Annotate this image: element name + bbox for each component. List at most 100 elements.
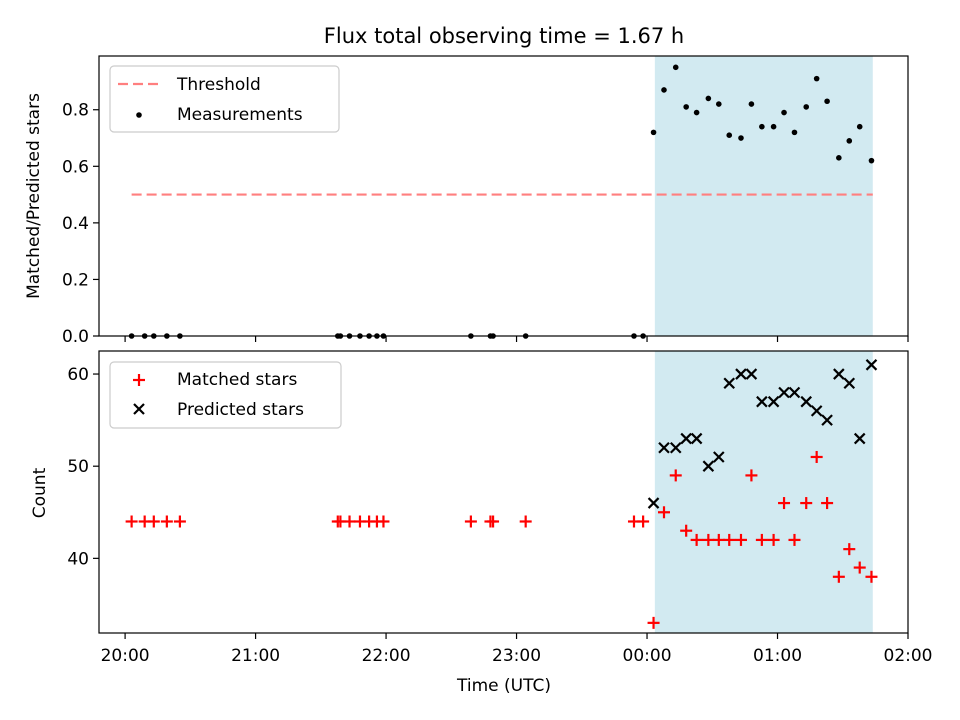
matched-star-point — [832, 570, 845, 583]
matched-star-point — [734, 533, 747, 546]
predicted-star-point — [821, 414, 833, 426]
matched-star-point — [464, 515, 477, 528]
predicted-star-point — [800, 395, 813, 408]
top-legend-box — [109, 65, 340, 133]
observing-window-shade-bottom — [654, 351, 873, 633]
top-legend: Threshold Measurements — [109, 65, 340, 133]
measurement-point — [705, 95, 712, 102]
measurement-point — [824, 98, 830, 105]
x-tick-label: 00:00 — [623, 646, 672, 666]
x-tick-label: 21:00 — [231, 646, 280, 666]
legend-measurements-swatch — [136, 112, 142, 118]
matched-star-point — [669, 469, 682, 482]
x-tick-label: 22:00 — [362, 646, 411, 666]
measurement-point — [693, 109, 700, 116]
matched-star-point — [647, 616, 660, 629]
legend-measurements-label: Measurements — [177, 105, 303, 125]
x-tick-label: 20:00 — [101, 646, 150, 666]
legend-matched-swatch — [133, 374, 145, 386]
matched-star-point — [778, 497, 791, 510]
measurement-point — [759, 123, 765, 130]
bottom-legend-box — [109, 361, 342, 429]
legend-predicted-swatch — [133, 403, 145, 415]
matched-star-point — [147, 515, 160, 528]
y-tick-label: 0.8 — [62, 101, 89, 121]
predicted-star-point — [713, 451, 725, 463]
y-tick-label: 0.2 — [62, 270, 89, 290]
matched-star-point — [702, 533, 715, 546]
bottom-y-axis: 40 50 60 — [67, 365, 99, 569]
y-tick-label: 50 — [67, 457, 89, 477]
matched-star-point — [487, 515, 500, 528]
predicted-stars-points — [647, 359, 878, 509]
measurement-point — [791, 129, 798, 136]
x-tick-label: 02:00 — [884, 646, 933, 666]
matched-star-point — [160, 515, 173, 528]
matched-star-point — [755, 533, 768, 546]
measurement-point — [650, 129, 657, 136]
matched-star-point — [519, 515, 532, 528]
x-tick-label: 01:00 — [753, 646, 802, 666]
predicted-star-point — [680, 432, 692, 445]
y-tick-label: 0.4 — [62, 214, 89, 234]
predicted-star-point — [833, 368, 845, 380]
measurement-point — [846, 138, 853, 144]
predicted-star-point — [658, 441, 670, 454]
legend-predicted-label: Predicted stars — [177, 400, 304, 420]
bottom-legend: Matched stars Predicted stars — [109, 361, 342, 429]
y-tick-label: 0.6 — [62, 157, 89, 177]
measurement-point — [813, 75, 820, 82]
predicted-star-point — [865, 359, 878, 371]
bottom-x-axis: 20:00 21:00 22:00 23:00 00:00 01:00 02:00 — [101, 633, 933, 666]
chart-title: Flux total observing time = 1.67 h — [324, 24, 684, 48]
matched-star-point — [853, 561, 866, 574]
y-tick-label: 60 — [67, 365, 89, 385]
measurement-point — [672, 64, 679, 71]
predicted-star-point — [810, 405, 823, 417]
matched-star-point — [657, 506, 670, 519]
predicted-star-point — [690, 432, 703, 445]
matched-star-point — [810, 450, 823, 463]
y-tick-label: 40 — [67, 549, 89, 569]
predicted-star-point — [647, 497, 660, 509]
matched-star-point — [788, 533, 801, 546]
measurement-point — [726, 132, 733, 138]
bottom-panel: 40 50 60 20:00 21:00 22:00 23:00 00:00 01:00 02:… — [30, 350, 933, 696]
measurement-point — [738, 135, 744, 141]
measurement-point — [748, 101, 755, 107]
top-plot-frame — [98, 55, 909, 337]
matched-star-point — [843, 543, 856, 556]
bottom-y-axis-label: Count — [30, 467, 50, 518]
matched-star-point — [767, 533, 780, 546]
matched-star-point — [690, 533, 703, 546]
measurement-point — [803, 104, 810, 110]
measurement-point — [661, 87, 667, 93]
predicted-star-point — [745, 368, 758, 380]
measurement-point — [683, 104, 689, 110]
observing-window-shade-top — [654, 56, 873, 336]
matched-star-point — [680, 524, 693, 537]
measurement-point — [856, 123, 863, 130]
predicted-star-point — [788, 386, 801, 399]
top-x-axis — [124, 336, 909, 342]
top-y-axis: 0.0 0.2 0.4 0.6 0.8 — [62, 101, 99, 347]
matched-stars-points — [125, 450, 878, 629]
matched-star-point — [865, 570, 878, 583]
top-panel: 0.00.20.40.60.8 Matched/Predicted stars … — [24, 55, 909, 347]
predicted-star-point — [756, 395, 768, 408]
matched-star-point — [637, 515, 650, 528]
matched-star-point — [712, 533, 725, 546]
top-y-axis-label: Matched/Predicted stars — [24, 93, 44, 299]
predicted-star-point — [723, 377, 736, 390]
matched-star-point — [343, 515, 356, 528]
x-axis-label: Time (UTC) — [456, 676, 551, 696]
matched-star-point — [723, 533, 736, 546]
matched-star-point — [821, 497, 834, 510]
measurement-point — [781, 109, 787, 116]
matched-star-point — [173, 515, 186, 528]
measurement-point — [868, 157, 875, 164]
predicted-star-point — [853, 432, 866, 445]
matched-star-point — [745, 469, 758, 482]
bottom-plot-frame — [98, 350, 909, 634]
predicted-star-point — [778, 386, 790, 399]
